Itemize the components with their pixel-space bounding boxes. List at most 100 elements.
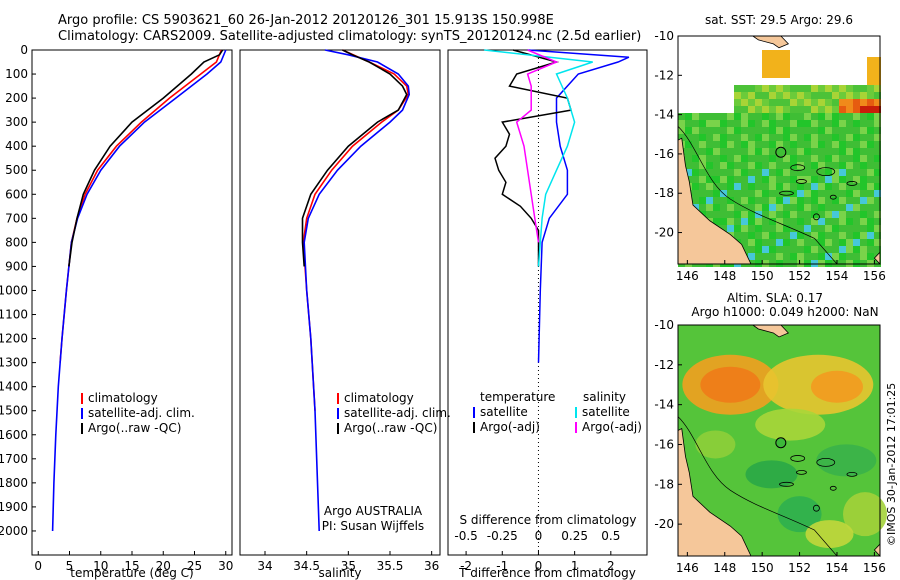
- depth-tick-label: 1400: [0, 380, 28, 394]
- sst-cell: [790, 225, 797, 232]
- sst-cell: [832, 204, 839, 211]
- sst-cell: [797, 239, 804, 246]
- sst-cell: [825, 127, 832, 134]
- sst-cell: [874, 92, 881, 99]
- sst-cell: [867, 120, 874, 127]
- sst-cell: [839, 162, 846, 169]
- sst-cell: [811, 239, 818, 246]
- sst-cell: [783, 155, 790, 162]
- map-lon-label: 154: [826, 269, 849, 283]
- sst-cell: [811, 218, 818, 225]
- sst-cell: [846, 155, 853, 162]
- depth-tick-label: 200: [5, 91, 28, 105]
- difference-panel-frame: [447, 49, 648, 556]
- sst-cell: [776, 155, 783, 162]
- sst-cell: [762, 141, 769, 148]
- sst-cell: [748, 113, 755, 120]
- sst-cell: [720, 113, 727, 120]
- sst-cell: [706, 148, 713, 155]
- diff-series-t-argo--adj-: [494, 49, 572, 267]
- sst-cell: [804, 225, 811, 232]
- difference-xtick-label: 1: [571, 559, 579, 573]
- sst-cell: [804, 106, 811, 113]
- sst-cell: [860, 162, 867, 169]
- depth-tick-label: 1200: [0, 332, 28, 346]
- sst-cell: [867, 134, 874, 141]
- sst-cell: [825, 162, 832, 169]
- sst-cell: [839, 106, 846, 113]
- sst-cell: [853, 113, 860, 120]
- sst-cell: [741, 148, 748, 155]
- sst-cell: [860, 141, 867, 148]
- sst-cell: [755, 232, 762, 239]
- map-lat-label: -16: [654, 437, 674, 451]
- sst-cell: [699, 134, 706, 141]
- sst-cell: [818, 85, 825, 92]
- reef-outline: [846, 181, 858, 186]
- sst-cell: [748, 239, 755, 246]
- temperature-axis-label: temperature (deg C): [70, 566, 193, 580]
- sst-cell: [762, 134, 769, 141]
- sst-cell: [804, 99, 811, 106]
- sst-cell: [762, 162, 769, 169]
- sst-cell: [839, 127, 846, 134]
- sst-cell: [776, 239, 783, 246]
- salinity-xtick-label: 34: [257, 559, 272, 573]
- temperature-xtick-label: 5: [66, 559, 74, 573]
- sst-cell: [699, 197, 706, 204]
- sst-cell: [783, 190, 790, 197]
- sst-cell: [741, 106, 748, 113]
- sst-map-panel: -10 -12 -14 -16 -18 -20 146 148 150 152 154 156 sat.…: [654, 13, 885, 283]
- sst-cell: [699, 113, 706, 120]
- sst-cell: [734, 113, 741, 120]
- sst-cell: [853, 106, 860, 113]
- sst-cell: [818, 120, 825, 127]
- sst-cell: [769, 85, 776, 92]
- sst-cell: [839, 134, 846, 141]
- sst-cell: [748, 106, 755, 113]
- sst-cell: [832, 239, 839, 246]
- sst-cell: [825, 113, 832, 120]
- sst-cell: [776, 253, 783, 260]
- sst-cell: [776, 106, 783, 113]
- reef-outline: [790, 455, 806, 462]
- sst-cell: [741, 92, 748, 99]
- sst-cell: [811, 127, 818, 134]
- sst-cell: [860, 92, 867, 99]
- depth-tick-label: 1700: [0, 452, 28, 466]
- sst-cell: [867, 239, 874, 246]
- map-lat-label: -20: [654, 517, 674, 531]
- sst-cell: [860, 106, 867, 113]
- sst-cell: [692, 183, 699, 190]
- sst-cell: [790, 127, 797, 134]
- sst-cell: [692, 190, 699, 197]
- sst-cell: [797, 232, 804, 239]
- sst-cell: [846, 183, 853, 190]
- diff-series-s-argo--adj-: [515, 49, 559, 243]
- sst-cell: [685, 113, 692, 120]
- sst-cell: [867, 141, 874, 148]
- sst-cell: [762, 57, 769, 64]
- sst-cell: [769, 141, 776, 148]
- depth-tick-label: 700: [5, 211, 28, 225]
- sst-cell: [832, 218, 839, 225]
- sla-anomaly-blob: [700, 366, 761, 403]
- header-line-2: Climatology: CARS2009. Satellite-adjuste…: [58, 29, 642, 44]
- sst-cell: [867, 127, 874, 134]
- sst-cell: [797, 253, 804, 260]
- sst-cell: [783, 211, 790, 218]
- sst-cell: [720, 211, 727, 218]
- sst-cell: [846, 211, 853, 218]
- map-lat-label: -10: [654, 29, 674, 43]
- temperature-legend-label: climatology: [88, 391, 158, 405]
- sst-cell: [860, 148, 867, 155]
- sst-cell: [769, 134, 776, 141]
- sst-cell: [804, 141, 811, 148]
- sst-cell: [804, 218, 811, 225]
- sst-cell: [699, 169, 706, 176]
- sst-cell: [734, 127, 741, 134]
- map-lat-label: -12: [654, 68, 674, 82]
- sst-cell: [832, 99, 839, 106]
- sst-cell: [706, 134, 713, 141]
